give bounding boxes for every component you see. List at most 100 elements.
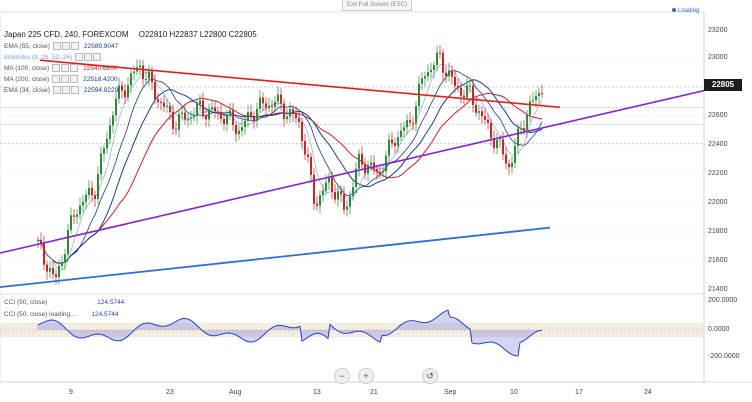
price-label: 22200: [708, 170, 728, 177]
close-icon[interactable]: [70, 64, 79, 72]
close-icon[interactable]: [70, 86, 79, 94]
price-label: 22400: [708, 141, 728, 148]
candle-body: [64, 254, 66, 263]
cci-axis-label: -200.0000: [708, 353, 740, 360]
candle-body: [331, 177, 333, 192]
indicator-tools[interactable]: [52, 64, 79, 72]
close-icon[interactable]: [70, 42, 79, 50]
candle-body: [295, 113, 297, 119]
candle-body: [208, 109, 210, 120]
eye-icon[interactable]: [75, 53, 84, 61]
close-icon[interactable]: [93, 53, 102, 61]
price-label: 23200: [708, 27, 728, 34]
candle-body: [148, 71, 150, 80]
candle-body: [532, 100, 534, 102]
candle-body: [223, 118, 225, 124]
date-label: 9: [69, 389, 73, 396]
indicator-row-ma100[interactable]: MA (100, close) 22540.6800: [4, 64, 118, 72]
candle-body: [361, 153, 363, 165]
cci-legend-1: CCI (50, close) 124.5744: [4, 299, 124, 306]
candle-body: [328, 177, 330, 183]
candle-body: [121, 85, 123, 91]
settings-icon[interactable]: [84, 53, 93, 61]
candle-body: [112, 115, 114, 126]
eye-icon[interactable]: [52, 42, 61, 50]
candle-body: [460, 87, 462, 96]
zoom-in-button[interactable]: +: [358, 368, 374, 384]
cci-axis-label: 200.0000: [708, 297, 738, 304]
candle-body: [511, 162, 513, 168]
candle-body: [175, 128, 177, 130]
candle-body: [382, 171, 384, 173]
candle-body: [343, 194, 345, 210]
indicator-tools[interactable]: [52, 42, 80, 50]
date-label: 23: [166, 389, 174, 396]
candle-body: [427, 72, 429, 77]
eye-icon[interactable]: [52, 86, 61, 94]
exit-fullscreen-button[interactable]: Exit Full Screen (ESC): [342, 0, 412, 11]
indicator-row-ema55[interactable]: EMA (55, close) 22589.9047: [4, 42, 118, 50]
indicator-row-ichimoku[interactable]: Ichimoku (9, 26, 52, 26): [4, 53, 106, 61]
candle-body: [463, 95, 465, 98]
candle-body: [316, 203, 318, 206]
indicator-row-ema34[interactable]: EMA (34, close) 22594.8229: [4, 86, 118, 94]
candle-body: [214, 107, 216, 112]
candle-body: [526, 114, 528, 131]
settings-icon[interactable]: [61, 75, 70, 83]
candle-body: [469, 85, 471, 87]
indicator-label: Ichimoku (9, 26, 52, 26): [4, 53, 73, 61]
candle-body: [481, 111, 483, 117]
candle-body: [190, 117, 192, 119]
candle-body: [196, 104, 198, 116]
date-label: 10: [510, 389, 518, 396]
candle-body: [202, 100, 204, 116]
candle-body: [97, 174, 99, 200]
candle-body: [91, 188, 93, 196]
indicator-tools[interactable]: [52, 75, 79, 83]
candle-body: [160, 102, 162, 104]
candle-body: [238, 130, 240, 135]
loading-text: Loading: [678, 8, 700, 14]
candle-body: [502, 139, 504, 155]
candle-body: [493, 138, 495, 149]
candle-body: [154, 82, 156, 100]
candle-body: [271, 105, 273, 107]
candle-body: [40, 239, 42, 244]
loading-indicator: Loading: [672, 8, 699, 14]
candle-body: [298, 118, 300, 122]
date-label: 13: [313, 389, 321, 396]
indicator-tools[interactable]: [75, 53, 102, 61]
candle-body: [442, 52, 444, 73]
price-label: 21800: [708, 228, 728, 235]
zoom-out-button[interactable]: −: [334, 368, 350, 384]
eye-icon[interactable]: [52, 75, 61, 83]
indicator-tools[interactable]: [52, 86, 80, 94]
settings-icon[interactable]: [61, 86, 70, 94]
candle-body: [457, 86, 459, 88]
close-icon[interactable]: [70, 75, 79, 83]
indicator-label: EMA (55, close): [4, 42, 50, 50]
candle-body: [280, 94, 282, 104]
candle-body: [433, 65, 435, 71]
candle-body: [535, 96, 537, 101]
candle-body: [259, 97, 261, 109]
indicator-row-ma200[interactable]: MA (200, close) 22518.4200: [4, 75, 118, 83]
candle-body: [76, 214, 78, 217]
settings-icon[interactable]: [61, 64, 70, 72]
candle-body: [133, 71, 135, 74]
reset-zoom-button[interactable]: ↺: [422, 368, 438, 384]
eye-icon[interactable]: [52, 64, 61, 72]
candle-body: [118, 85, 120, 99]
top-bar: Exit Full Screen (ESC) Loading: [0, 0, 752, 14]
candle-body: [220, 111, 222, 119]
settings-icon[interactable]: [61, 42, 70, 50]
candle-body: [466, 85, 468, 98]
candle-body: [172, 111, 174, 129]
indicator-value: 22594.8229: [83, 86, 119, 94]
candle-body: [487, 119, 489, 123]
candle-body: [265, 103, 267, 109]
candle-body: [226, 114, 228, 124]
cci-legend-2: CCI (50, close) loading... 124.5744: [4, 311, 118, 318]
candle-body: [370, 162, 372, 166]
